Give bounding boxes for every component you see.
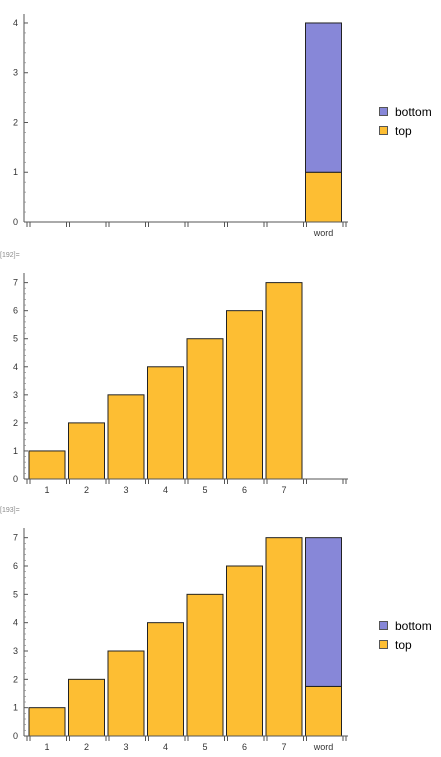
x-tick-label: 2 [84, 742, 89, 752]
y-tick-label: 6 [13, 306, 18, 316]
y-tick-label: 5 [13, 589, 18, 599]
y-tick-label: 3 [13, 68, 18, 78]
x-tick-label: 7 [281, 485, 286, 495]
bar-top-2 [68, 678, 105, 737]
legend-item-bottom: bottom [379, 102, 432, 121]
legend-swatch-top [379, 126, 388, 135]
x-tick-label: 2 [84, 485, 89, 495]
x-tick-label: 5 [202, 742, 207, 752]
y-tick-label: 4 [13, 362, 18, 372]
x-tick-label: 3 [123, 485, 128, 495]
y-tick-label: 2 [13, 117, 18, 127]
bar-top-7 [265, 537, 303, 737]
legend-label-bottom: bottom [395, 618, 432, 633]
legend-item-top: top [379, 121, 432, 140]
bar-top-4 [147, 622, 184, 737]
bar-top-8 [305, 171, 342, 223]
bar-value-4 [147, 366, 184, 480]
bar-value-6 [226, 310, 263, 480]
y-tick-label: 3 [13, 390, 18, 400]
bar-top-3 [107, 650, 145, 737]
y-tick-label: 0 [13, 731, 18, 741]
legend-swatch-bottom [379, 107, 388, 116]
y-tick-label: 1 [13, 446, 18, 456]
legend-label-bottom: bottom [395, 104, 432, 119]
x-tick-label: word [313, 742, 334, 752]
y-tick-label: 2 [13, 674, 18, 684]
y-tick-label: 5 [13, 334, 18, 344]
x-tick-label: 7 [281, 742, 286, 752]
legend-label-top: top [395, 637, 412, 652]
y-tick-label: 1 [13, 167, 18, 177]
bar-bottom-8 [305, 537, 342, 687]
bar-value-3 [107, 394, 145, 480]
chart-2: 0 1 2 3 4 5 6 7 1 2 3 4 5 6 7 [13, 273, 348, 495]
y-tick-label: 2 [13, 418, 18, 428]
x-tick-label: 1 [44, 485, 49, 495]
x-tick-label: 3 [123, 742, 128, 752]
legend-swatch-bottom [379, 621, 388, 630]
bar-value-5 [186, 338, 224, 480]
legend-chart-3: bottom top [379, 616, 432, 654]
legend-swatch-top [379, 640, 388, 649]
x-tick-label: word [313, 228, 334, 238]
x-tick-label: 1 [44, 742, 49, 752]
y-tick-label: 1 [13, 703, 18, 713]
bar-value-2 [68, 422, 105, 480]
chart-3: 0 1 2 3 4 5 6 7 1 2 3 4 5 6 7 word [13, 528, 348, 752]
legend-chart-1: bottom top [379, 102, 432, 140]
y-tick-label: 0 [13, 474, 18, 484]
bar-top-6 [226, 565, 263, 737]
legend-item-top: top [379, 635, 432, 654]
x-tick-label: 6 [242, 485, 247, 495]
bar-top-8 [305, 685, 342, 737]
x-tick-label: 4 [163, 742, 168, 752]
cell-label-192: [192]= [0, 252, 20, 259]
x-tick-label: 5 [202, 485, 207, 495]
y-tick-label: 6 [13, 561, 18, 571]
bar-value-1 [28, 450, 66, 480]
legend-item-bottom: bottom [379, 616, 432, 635]
bar-value-7 [265, 282, 303, 480]
y-tick-label: 4 [13, 18, 18, 28]
legend-label-top: top [395, 123, 412, 138]
x-tick-label: 6 [242, 742, 247, 752]
y-tick-label: 3 [13, 646, 18, 656]
bar-top-1 [28, 707, 66, 737]
y-tick-label: 4 [13, 618, 18, 628]
y-tick-label: 7 [13, 533, 18, 543]
bar-bottom-8 [305, 22, 342, 173]
cell-label-193: [193]= [0, 507, 20, 514]
chart-1: 0 1 2 3 4 word [13, 14, 348, 238]
y-tick-label: 7 [13, 278, 18, 288]
x-tick-label: 4 [163, 485, 168, 495]
y-tick-label: 0 [13, 217, 18, 227]
bar-top-5 [186, 593, 224, 737]
